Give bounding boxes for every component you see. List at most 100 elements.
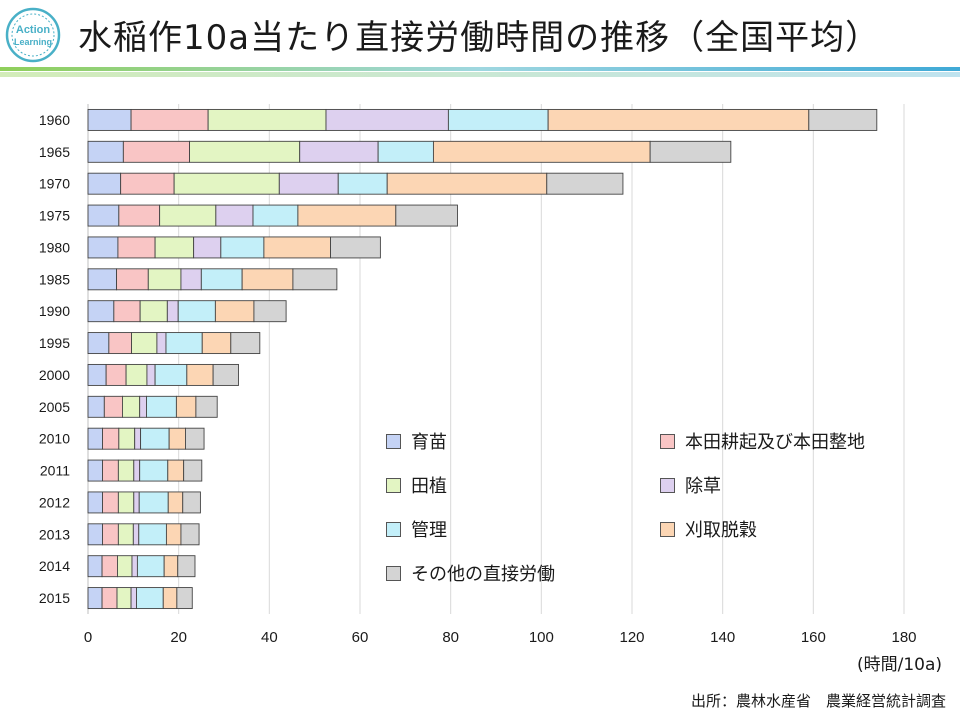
- y-category-label: 2010: [39, 431, 70, 447]
- y-category-label: 1990: [39, 303, 70, 319]
- bar-segment: [177, 555, 196, 578]
- y-category-label: 1975: [39, 208, 70, 224]
- bar-segment: [87, 172, 122, 195]
- bar-segment: [215, 204, 254, 227]
- bar-segment: [220, 236, 265, 259]
- bar-segment: [113, 300, 141, 323]
- legend-label: 田植: [411, 476, 447, 497]
- bar-segment: [386, 172, 548, 195]
- bar-segment: [146, 395, 177, 418]
- bar-segment: [395, 204, 458, 227]
- legend-item: 本田耕起及び本田整地: [660, 430, 865, 453]
- bar-segment: [118, 427, 136, 450]
- legend-label: 管理: [411, 520, 447, 541]
- y-category-label: 2013: [39, 526, 70, 542]
- x-tick-label: 0: [84, 629, 92, 646]
- bar-segment: [263, 236, 331, 259]
- legend-swatch: [386, 433, 401, 449]
- source-note: 出所：農林水産省 農業経営統計調査: [690, 692, 946, 710]
- bar-segment: [547, 108, 810, 131]
- bar-segment: [212, 363, 239, 386]
- bar-segment: [154, 363, 188, 386]
- bar-segment: [101, 555, 118, 578]
- page-title: 水稲作10a当たり直接労働時間の推移（全国平均）: [78, 18, 881, 58]
- bar-segment: [87, 236, 119, 259]
- y-category-label: 1970: [39, 176, 70, 192]
- bar-segment: [447, 108, 549, 131]
- bar-segment: [122, 395, 141, 418]
- legend-swatch: [660, 433, 675, 449]
- legend-swatch: [386, 477, 401, 493]
- bar-segment: [87, 491, 103, 514]
- bar-segment: [87, 332, 110, 355]
- bar-segment: [546, 172, 624, 195]
- legend-item: 田植: [386, 474, 447, 497]
- y-category-label: 1985: [39, 271, 70, 287]
- bar-segment: [182, 491, 201, 514]
- bar-segment: [337, 172, 388, 195]
- bar-segment: [167, 459, 185, 482]
- bar-segment: [377, 140, 434, 163]
- bar-segment: [87, 363, 107, 386]
- bar-segment: [103, 395, 123, 418]
- bar-segment: [180, 268, 202, 291]
- bar-segment: [87, 300, 115, 323]
- bar-segment: [130, 587, 137, 610]
- bar-segment: [136, 587, 164, 610]
- bar-segment: [177, 300, 216, 323]
- bar-segment: [146, 363, 156, 386]
- bar-segment: [108, 332, 132, 355]
- bar-segment: [87, 459, 103, 482]
- logo-text-line1: Action: [16, 24, 51, 36]
- bar-segment: [117, 555, 133, 578]
- bar-segment: [176, 587, 193, 610]
- bar-segment: [168, 427, 186, 450]
- bar-segment: [214, 300, 255, 323]
- bar-segment: [183, 459, 203, 482]
- bar-segment: [87, 204, 120, 227]
- bar-segment: [230, 332, 261, 355]
- bar-segment: [207, 108, 327, 131]
- bar-segment: [138, 491, 169, 514]
- bar-segment: [130, 108, 209, 131]
- y-category-label: 2012: [39, 494, 70, 510]
- bar-segment: [87, 555, 103, 578]
- bar-segment: [278, 172, 339, 195]
- bar-segment: [139, 459, 169, 482]
- bar-segment: [292, 268, 338, 291]
- bar-segment: [252, 204, 299, 227]
- bar-segment: [139, 395, 147, 418]
- x-tick-label: 60: [352, 629, 369, 646]
- bar-segment: [101, 587, 118, 610]
- bar-segment: [117, 459, 135, 482]
- bar-segment: [162, 587, 178, 610]
- x-tick-label: 100: [529, 629, 554, 646]
- x-tick-label: 140: [710, 629, 735, 646]
- bar-segment: [175, 395, 197, 418]
- bar-segment: [432, 140, 651, 163]
- bar-segment: [118, 204, 161, 227]
- bar-segment: [116, 587, 132, 610]
- bar-segment: [165, 332, 203, 355]
- bar-segment: [189, 140, 301, 163]
- bar-segment: [105, 363, 127, 386]
- x-tick-label: 80: [442, 629, 459, 646]
- bar-segment: [180, 523, 200, 546]
- y-category-label: 1965: [39, 144, 70, 160]
- legend-label: 育苗: [411, 432, 447, 453]
- bar-segment: [166, 300, 179, 323]
- bar-segment: [125, 363, 148, 386]
- legend-label: 本田耕起及び本田整地: [685, 432, 865, 453]
- bar-segment: [117, 236, 156, 259]
- y-category-label: 2005: [39, 399, 70, 415]
- bar-segment: [133, 491, 140, 514]
- bar-segment: [87, 268, 118, 291]
- legend-item: 刈取脱穀: [660, 518, 757, 541]
- bar-segment: [136, 555, 165, 578]
- bar-segment: [102, 459, 119, 482]
- bar-segment: [185, 427, 205, 450]
- x-tick-label: 20: [170, 629, 187, 646]
- legend-item: その他の直接労働: [386, 562, 555, 585]
- legend-item: 管理: [386, 518, 447, 541]
